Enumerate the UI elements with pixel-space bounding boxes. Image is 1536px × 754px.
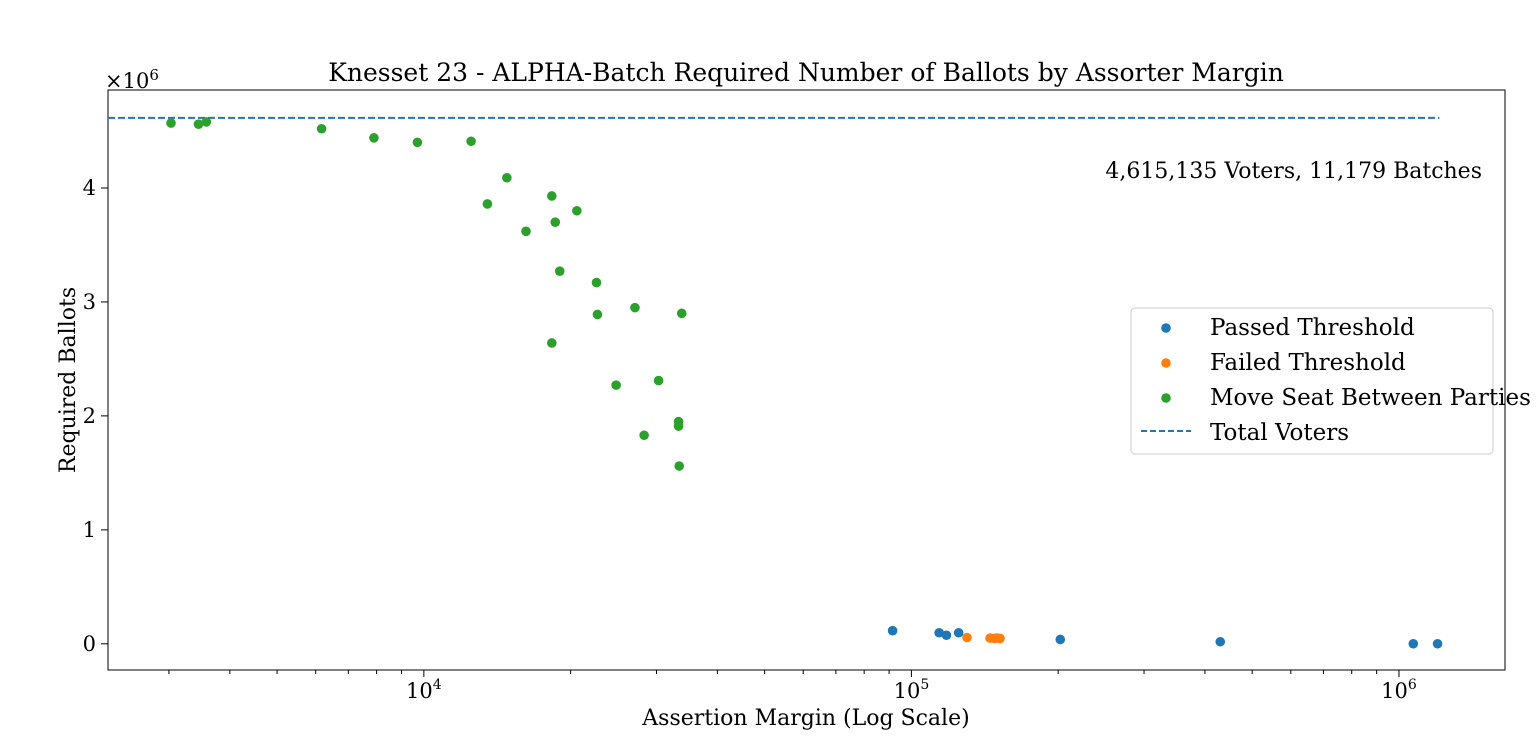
point-move-seat-between-parties bbox=[550, 217, 561, 227]
legend-label-failed: Failed Threshold bbox=[1210, 350, 1406, 376]
legend-label-total-voters: Total Voters bbox=[1210, 420, 1349, 446]
point-move-seat-between-parties bbox=[592, 309, 603, 320]
point-move-seat-between-parties bbox=[193, 119, 204, 129]
y-tick-label: 0 bbox=[83, 632, 96, 656]
point-move-seat-between-parties bbox=[676, 308, 687, 319]
point-move-seat-between-parties bbox=[547, 191, 557, 201]
legend: Passed Threshold Failed Threshold Move S… bbox=[1130, 307, 1531, 455]
point-move-seat-between-parties bbox=[653, 375, 664, 386]
voters-batches-annotation: 4,615,135 Voters, 11,179 Batches bbox=[1105, 159, 1482, 184]
point-move-seat-between-parties bbox=[639, 430, 649, 441]
point-move-seat-between-parties bbox=[166, 118, 176, 128]
point-passed-threshold bbox=[934, 627, 944, 638]
x-tick-label: 105 bbox=[894, 677, 930, 703]
point-passed-threshold bbox=[887, 625, 898, 636]
point-move-seat-between-parties bbox=[201, 117, 212, 127]
point-move-seat-between-parties bbox=[673, 421, 684, 431]
plot-frame bbox=[107, 89, 1506, 671]
point-move-seat-between-parties bbox=[630, 302, 640, 313]
point-move-seat-between-parties bbox=[611, 380, 621, 390]
legend-marker-passed bbox=[1161, 323, 1171, 333]
x-axis-ticks: 104 105 106 bbox=[168, 670, 1417, 703]
point-failed-threshold bbox=[962, 632, 972, 643]
x-tick-label: 104 bbox=[406, 677, 442, 703]
point-passed-threshold bbox=[941, 630, 952, 641]
point-passed-threshold bbox=[1215, 636, 1226, 647]
point-move-seat-between-parties bbox=[502, 172, 512, 183]
point-move-seat-between-parties bbox=[466, 136, 476, 147]
plot-area: 104 105 106 0 1 2 3 4 bbox=[83, 89, 1506, 703]
y-tick-label: 4 bbox=[83, 176, 96, 200]
point-passed-threshold bbox=[1432, 638, 1443, 649]
point-move-seat-between-parties bbox=[547, 338, 557, 348]
point-move-seat-between-parties bbox=[674, 461, 685, 471]
x-axis-label: Assertion Margin (Log Scale) bbox=[641, 706, 969, 731]
point-move-seat-between-parties bbox=[369, 133, 379, 143]
x-tick-label: 106 bbox=[1381, 677, 1417, 703]
legend-box bbox=[1130, 307, 1494, 455]
point-move-seat-between-parties bbox=[482, 199, 493, 209]
point-passed-threshold bbox=[1055, 634, 1066, 645]
y-tick-label: 2 bbox=[83, 404, 96, 428]
y-axis-ticks: 0 1 2 3 4 bbox=[83, 176, 108, 656]
point-passed-threshold bbox=[953, 627, 964, 638]
point-move-seat-between-parties bbox=[572, 205, 582, 216]
point-move-seat-between-parties bbox=[316, 123, 327, 134]
legend-label-passed: Passed Threshold bbox=[1210, 315, 1415, 341]
legend-marker-move-seat bbox=[1161, 393, 1171, 403]
y-tick-label: 3 bbox=[83, 290, 96, 314]
y-tick-label: 1 bbox=[83, 518, 96, 542]
scatter-points bbox=[166, 117, 1443, 649]
point-move-seat-between-parties bbox=[412, 137, 423, 148]
legend-marker-failed bbox=[1161, 358, 1171, 368]
point-failed-threshold bbox=[995, 633, 1005, 644]
legend-label-move-seat: Move Seat Between Parties bbox=[1210, 385, 1531, 411]
y-multiplier: ×106 bbox=[105, 66, 159, 93]
chart-title: Knesset 23 - ALPHA-Batch Required Number… bbox=[328, 58, 1284, 87]
point-passed-threshold bbox=[1408, 638, 1419, 649]
point-move-seat-between-parties bbox=[554, 266, 565, 276]
y-axis-label: Required Ballots bbox=[56, 287, 81, 473]
point-move-seat-between-parties bbox=[521, 226, 531, 237]
point-move-seat-between-parties bbox=[591, 277, 602, 288]
